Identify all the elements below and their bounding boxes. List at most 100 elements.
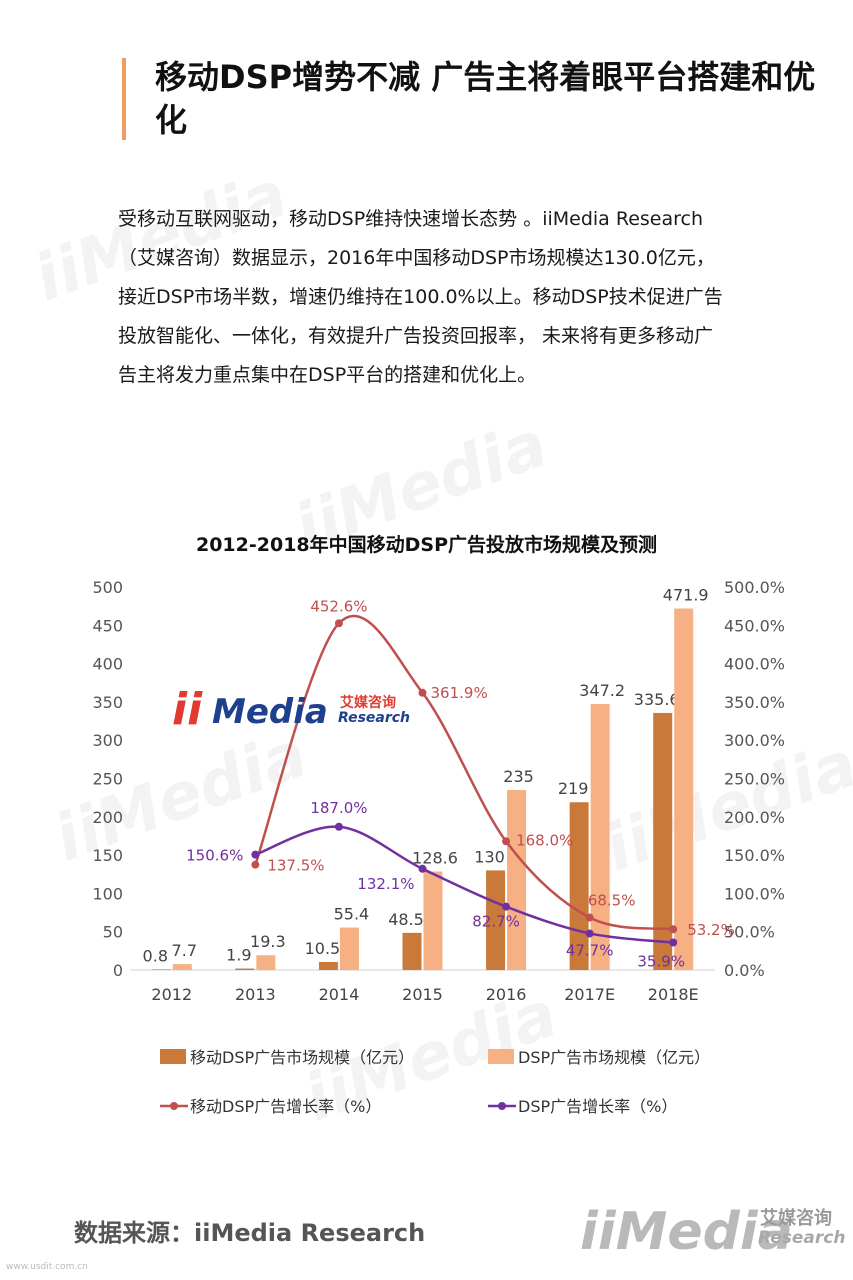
chart-logo: ii Media 艾媒咨询 Research bbox=[172, 684, 412, 736]
point-dsp-growth bbox=[418, 864, 427, 873]
point-mobile-growth bbox=[669, 925, 678, 934]
x-tick-label: 2012 bbox=[151, 985, 192, 1004]
x-tick-label: 2017E bbox=[564, 985, 615, 1004]
line-dsp-growth bbox=[254, 825, 674, 944]
line-mobile-growth bbox=[254, 614, 674, 931]
x-tick-label: 2018E bbox=[648, 985, 699, 1004]
y-right-tick-label: 400.0% bbox=[724, 655, 785, 674]
footer-logo-mark: iiMedia bbox=[580, 1202, 793, 1262]
bar-dsp-label: 128.6 bbox=[412, 848, 458, 867]
bar-dsp-label: 471.9 bbox=[663, 586, 709, 605]
page-title: 移动DSP增势不减 广告主将着眼平台搭建和优化 bbox=[155, 58, 816, 139]
legend-label: DSP广告增长率（%） bbox=[518, 1097, 677, 1116]
bar-dsp bbox=[590, 704, 610, 970]
bar-mobile-dsp bbox=[569, 802, 589, 970]
point-dsp-growth bbox=[334, 822, 343, 831]
point-mobile-growth bbox=[418, 688, 427, 697]
legend-label: 移动DSP广告增长率（%） bbox=[190, 1097, 381, 1116]
y-right-tick-label: 50.0% bbox=[724, 923, 775, 942]
point-dsp-growth-label: 82.7% bbox=[472, 913, 520, 931]
point-mobile-growth bbox=[502, 837, 511, 846]
bar-dsp-label: 19.3 bbox=[250, 932, 286, 951]
bar-mobile-dsp bbox=[486, 870, 506, 970]
point-mobile-growth bbox=[251, 860, 260, 869]
y-left-tick-label: 150 bbox=[92, 846, 123, 865]
point-mobile-growth bbox=[334, 619, 343, 628]
body-line: 接近DSP市场半数，增速仍维持在100.0%以上。移动DSP技术促进广告 bbox=[118, 286, 723, 308]
bar-dsp-label: 235 bbox=[503, 767, 534, 786]
logo-ii: ii bbox=[172, 684, 203, 735]
point-dsp-growth-label: 47.7% bbox=[566, 941, 614, 959]
point-mobile-growth-label: 361.9% bbox=[431, 684, 488, 702]
market-size-chart: 0 50 100 150 200 250 300 350 400 450 500 0.0% 50.0% 1… bbox=[92, 578, 785, 1116]
point-dsp-growth bbox=[585, 929, 594, 938]
y-left-tick-label: 450 bbox=[92, 616, 123, 635]
x-tick-label: 2015 bbox=[402, 985, 443, 1004]
y-right-tick-label: 250.0% bbox=[724, 770, 785, 789]
bar-dsp bbox=[339, 927, 359, 970]
bar-mobile-dsp-label: 10.5 bbox=[305, 939, 341, 958]
legend-marker bbox=[170, 1102, 178, 1110]
bar-mobile-dsp-label: 0.8 bbox=[143, 946, 168, 965]
y-right-tick-label: 450.0% bbox=[724, 616, 785, 635]
title-accent-bar bbox=[122, 58, 126, 140]
footer-logo: iiMedia 艾媒咨询 Research bbox=[580, 1198, 845, 1262]
bar-dsp bbox=[172, 964, 192, 970]
y-right-tick-label: 200.0% bbox=[724, 808, 785, 827]
bar-mobile-dsp-label: 219 bbox=[558, 779, 589, 798]
bar-dsp bbox=[674, 608, 694, 970]
legend-label: DSP广告市场规模（亿元） bbox=[518, 1048, 710, 1067]
legend-swatch bbox=[488, 1049, 514, 1064]
y-left-tick-label: 250 bbox=[92, 770, 123, 789]
point-dsp-growth-label: 187.0% bbox=[310, 799, 367, 817]
bar-dsp-label: 347.2 bbox=[579, 681, 625, 700]
bar-mobile-dsp bbox=[235, 968, 255, 970]
y-left-tick-label: 100 bbox=[92, 884, 123, 903]
footer-logo-cn: 艾媒咨询 bbox=[760, 1208, 832, 1229]
bar-dsp bbox=[507, 789, 527, 970]
bar-dsp-label: 7.7 bbox=[172, 941, 197, 960]
y-left-tick-label: 500 bbox=[92, 578, 123, 597]
logo-cn: 艾媒咨询 bbox=[340, 695, 396, 711]
point-mobile-growth-label: 68.5% bbox=[588, 892, 636, 910]
bar-dsp bbox=[423, 871, 443, 970]
footer-logo-en: Research bbox=[758, 1228, 846, 1248]
bar-mobile-dsp-label: 130 bbox=[474, 847, 505, 866]
point-mobile-growth-label: 452.6% bbox=[310, 597, 367, 615]
site-url: www.usdit.com.cn bbox=[6, 1262, 88, 1272]
bar-mobile-dsp-label: 48.5 bbox=[388, 910, 424, 929]
bar-mobile-dsp bbox=[402, 932, 422, 970]
bar-mobile-dsp bbox=[151, 969, 171, 970]
point-dsp-growth-label: 35.9% bbox=[637, 953, 685, 971]
body-line: 受移动互联网驱动，移动DSP维持快速增长态势 。iiMedia Research bbox=[118, 208, 704, 230]
body-line: 投放智能化、一体化，有效提升广告投资回报率， 未来将有更多移动广 bbox=[118, 325, 714, 347]
body-line: （艾媒咨询）数据显示，2016年中国移动DSP市场规模达130.0亿元， bbox=[118, 247, 715, 269]
bar-mobile-dsp bbox=[653, 712, 673, 970]
point-dsp-growth bbox=[669, 938, 678, 947]
y-left-tick-label: 0 bbox=[113, 961, 123, 980]
y-left-tick-label: 200 bbox=[92, 808, 123, 827]
point-dsp-growth bbox=[502, 902, 511, 911]
bar-dsp-label: 55.4 bbox=[334, 905, 370, 924]
y-left-tick-label: 400 bbox=[92, 655, 123, 674]
bar-mobile-dsp-label: 335.6 bbox=[634, 690, 680, 709]
y-right-tick-label: 350.0% bbox=[724, 693, 785, 712]
point-mobile-growth-label: 168.0% bbox=[516, 831, 573, 849]
logo-media: Media bbox=[212, 692, 328, 732]
y-left-tick-label: 350 bbox=[92, 693, 123, 712]
body-paragraph: 受移动互联网驱动，移动DSP维持快速增长态势 。iiMedia Research… bbox=[118, 200, 808, 395]
logo-en: Research bbox=[338, 710, 411, 726]
point-dsp-growth-label: 132.1% bbox=[357, 875, 414, 893]
x-tick-label: 2016 bbox=[486, 985, 527, 1004]
y-left-tick-label: 300 bbox=[92, 731, 123, 750]
body-line: 告主将发力重点集中在DSP平台的搭建和优化上。 bbox=[118, 364, 537, 386]
point-mobile-growth-label: 137.5% bbox=[267, 857, 324, 875]
x-tick-label: 2014 bbox=[319, 985, 360, 1004]
point-dsp-growth-label: 150.6% bbox=[186, 847, 243, 865]
y-right-tick-label: 0.0% bbox=[724, 961, 765, 980]
y-right-tick-label: 300.0% bbox=[724, 731, 785, 750]
chart-title: 2012-2018年中国移动DSP广告投放市场规模及预测 bbox=[195, 534, 658, 556]
point-mobile-growth-label: 53.2% bbox=[687, 921, 735, 939]
legend-label: 移动DSP广告市场规模（亿元） bbox=[190, 1048, 414, 1067]
point-mobile-growth bbox=[585, 913, 594, 922]
